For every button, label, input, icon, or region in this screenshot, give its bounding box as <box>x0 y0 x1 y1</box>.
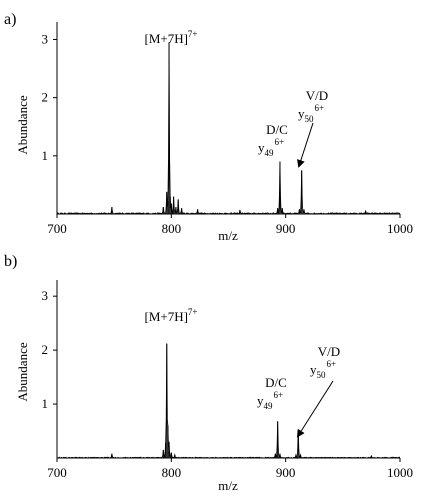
ion-type: y <box>257 393 264 408</box>
charge-state: 7+ <box>188 29 198 39</box>
charge-state: 6+ <box>314 103 324 113</box>
x-axis-title: m/z <box>218 228 238 243</box>
fragment-ion-label: y506+ <box>310 359 336 380</box>
y-tick-label: 3 <box>42 31 49 46</box>
precursor-label: [M+7H]7+ <box>144 29 197 46</box>
x-tick-label: 800 <box>162 465 182 480</box>
ion-type: y <box>310 362 317 377</box>
precursor-ion: [M+7H] <box>144 31 187 46</box>
precursor-ion: [M+7H] <box>144 309 187 324</box>
ion-type: y <box>258 140 265 155</box>
ion-index: 49 <box>263 401 273 411</box>
panel-label: b) <box>4 253 17 270</box>
ion-index: 49 <box>264 148 274 158</box>
x-tick-label: 900 <box>276 465 296 480</box>
spectrum-panel-b: b) Abundance m/z 1 2 3 700 800 900 1000 [M+7H]7… <box>4 253 413 493</box>
spectrum-trace <box>56 343 401 460</box>
x-tick-label: 700 <box>47 221 67 236</box>
ion-type: y <box>298 106 305 121</box>
y-tick-label: 2 <box>42 342 49 357</box>
fragment-ion-label: y496+ <box>258 137 284 158</box>
y-tick-label: 2 <box>42 90 49 105</box>
charge-state: 7+ <box>188 307 198 317</box>
x-tick-label: 1000 <box>387 465 413 480</box>
cleavage-site-label: D/C <box>265 375 287 390</box>
spectrum-trace <box>56 42 401 215</box>
y-axis-title: Abundance <box>15 95 30 154</box>
y-tick-label: 1 <box>42 148 49 163</box>
cleavage-site-label: D/C <box>266 122 288 137</box>
y-tick-label: 3 <box>42 288 49 303</box>
y-tick-label: 1 <box>42 396 49 411</box>
charge-state: 6+ <box>326 359 336 369</box>
panel-label: a) <box>4 11 16 28</box>
charge-state: 6+ <box>274 137 284 147</box>
fragment-ion-label: y506+ <box>298 103 324 124</box>
cleavage-site-label: V/D <box>318 344 340 359</box>
precursor-label: [M+7H]7+ <box>144 307 197 324</box>
ion-index: 50 <box>304 114 314 124</box>
x-tick-label: 700 <box>47 465 67 480</box>
annotation-arrow <box>296 380 334 438</box>
fragment-ion-label: y496+ <box>257 390 283 411</box>
annotation-arrow <box>297 122 314 168</box>
x-tick-label: 800 <box>162 221 182 236</box>
x-axis-title: m/z <box>218 478 238 493</box>
y-axis-title: Abundance <box>15 342 30 401</box>
spectrum-panel-a: a) Abundance m/z 1 2 3 700 800 900 1000 [M+7H]7… <box>4 11 413 243</box>
charge-state: 6+ <box>273 390 283 400</box>
ion-index: 50 <box>316 370 326 380</box>
x-tick-label: 900 <box>276 221 296 236</box>
cleavage-site-label: V/D <box>306 88 328 103</box>
x-tick-label: 1000 <box>387 221 413 236</box>
